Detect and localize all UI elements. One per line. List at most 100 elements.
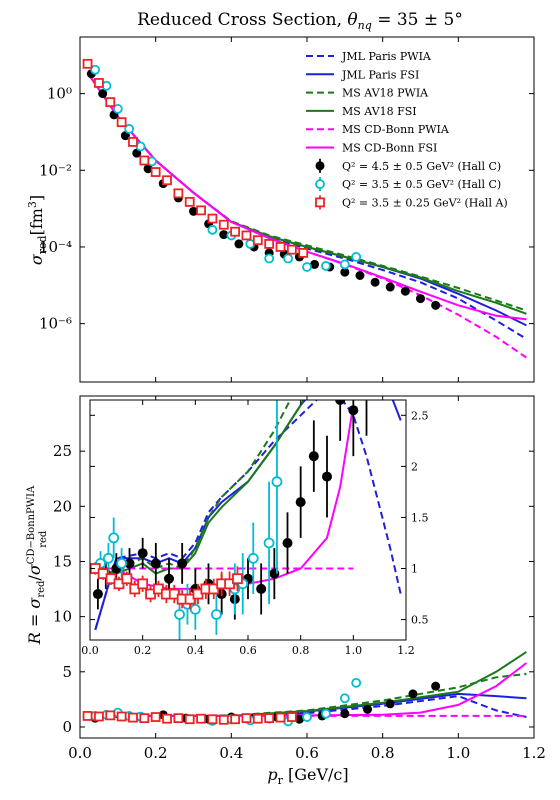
bottom-point (408, 689, 418, 699)
inset-point (295, 497, 306, 508)
top-series-q-3-5-0-5-gev-hall-c (90, 64, 362, 272)
bottom-x-tick-label: 0.8 (371, 744, 395, 762)
top-point (105, 97, 116, 108)
inset-point (137, 578, 149, 590)
bottom-point (207, 714, 218, 725)
legend-label: MS AV18 FSI (342, 105, 417, 118)
inset-point (210, 609, 222, 620)
top-point (370, 277, 380, 287)
top-point (98, 89, 108, 99)
inset-point (256, 583, 267, 594)
legend-entry-ms-cd-bonn-fsi: MS CD-Bonn FSI (306, 142, 437, 155)
bottom-point (105, 710, 116, 721)
inset-y-tick-label: 1.5 (411, 511, 429, 524)
inset-panel: 0.0 0.2 0.4 0.6 0.8 1.0 1.2 0.5 1 1.5 2 2.5 (81, 399, 429, 657)
legend-marker (315, 197, 325, 208)
top-point (196, 205, 206, 216)
top-point (416, 294, 425, 304)
bottom-point (128, 712, 138, 723)
bottom-x-tick-label: 0.6 (295, 744, 319, 762)
top-y-axis-label: σred[fm3] (26, 195, 49, 265)
inset-point (103, 552, 114, 564)
inset-y-tick-label: 0.5 (411, 614, 429, 627)
top-curve-ms-cd-bonn-pwia (86, 72, 527, 359)
top-curve-ms-av18-fsi (86, 72, 527, 315)
legend-label: Q² = 3.5 ± 0.5 GeV² (Hall C) (342, 178, 501, 191)
legend-entry-ms-av18-fsi: MS AV18 FSI (306, 105, 417, 118)
inset-point (335, 400, 346, 405)
bottom-y-axis-label: R = σred/σCD−BonnPWIAred (25, 485, 49, 645)
legend-entry-jml-paris-pwia: JML Paris PWIA (306, 50, 432, 63)
bottom-point (116, 711, 127, 722)
bottom-point (286, 712, 297, 722)
bottom-point (302, 712, 312, 722)
bottom-panel: 0.0 0.2 0.4 0.6 0.8 1.0 1.2 0 5 10 15 20 25 (53, 395, 546, 762)
top-point (184, 196, 195, 207)
top-point (340, 267, 350, 277)
bottom-x-tick-label: 1.2 (522, 744, 546, 762)
top-point (339, 259, 350, 270)
top-point (302, 262, 312, 272)
top-point (286, 244, 297, 255)
legend-label: MS CD-Bonn FSI (342, 142, 437, 155)
inset-point (92, 589, 103, 600)
inset-series-q-3-5-0-25-gev-hall-a (90, 562, 243, 610)
bottom-point (321, 708, 331, 719)
top-y-tick-label: 10⁻² (39, 161, 72, 179)
top-point (207, 224, 218, 235)
chart-title: Reduced Cross Section, θnq = 35 ± 5° (137, 10, 463, 32)
top-y-tick-label: 10⁻⁴ (39, 238, 72, 256)
inset-x-tick-label: 1.2 (397, 644, 415, 657)
bottom-point (173, 713, 184, 724)
legend-label: MS CD-Bonn PWIA (342, 123, 450, 136)
legend-entry-q-3-5-0-5-gev-hall-c: Q² = 3.5 ± 0.5 GeV² (Hall C) (315, 177, 501, 192)
top-point (207, 213, 218, 224)
top-point (385, 282, 395, 292)
top-y-tick-label: 10⁰ (47, 85, 72, 103)
legend-entry-ms-cd-bonn-pwia: MS CD-Bonn PWIA (306, 123, 450, 136)
bottom-y-tick-label: 5 (62, 663, 72, 681)
top-point (252, 235, 263, 246)
legend-label: JML Paris FSI (341, 68, 419, 81)
legend-label: Q² = 4.5 ± 0.5 GeV² (Hall C) (342, 160, 501, 173)
inset-y-tick-label: 2.5 (411, 409, 429, 422)
inset-point (322, 471, 332, 482)
top-point (128, 137, 138, 147)
top-point (230, 226, 241, 237)
inset-background (90, 400, 406, 640)
bottom-point (94, 711, 104, 722)
bottom-point (351, 677, 362, 688)
bottom-y-tick-label: 25 (53, 442, 72, 460)
top-point (94, 78, 104, 88)
bottom-point (385, 699, 395, 709)
legend-entry-jml-paris-fsi: JML Paris FSI (306, 68, 419, 81)
inset-point (232, 573, 243, 585)
top-point (275, 242, 286, 252)
inset-point (164, 573, 174, 584)
bottom-point (294, 714, 304, 724)
legend: JML Paris PWIA JML Paris FSI MS AV18 PWIA M… (306, 50, 508, 210)
bottom-series-q-3-5-0-25-gev-hall-a (82, 710, 297, 725)
top-point (431, 300, 441, 310)
top-frame (79, 36, 535, 383)
legend-entry-ms-av18-pwia: MS AV18 PWIA (306, 87, 429, 100)
top-point (283, 253, 293, 264)
inset-point (108, 532, 120, 544)
bottom-point (162, 713, 172, 724)
bottom-x-tick-label: 0.0 (68, 744, 92, 762)
bottom-curve-ms-av18-fsi (87, 651, 527, 717)
top-point (400, 286, 410, 296)
inset-x-tick-label: 1.0 (345, 644, 363, 657)
legend-label: MS AV18 PWIA (342, 87, 429, 100)
inset-point (174, 609, 185, 620)
bottom-point (139, 713, 150, 724)
legend-entry-q-4-5-0-5-gev-hall-c: Q² = 4.5 ± 0.5 GeV² (Hall C) (315, 158, 501, 173)
legend-entry-q-3-5-0-25-gev-hall-a: Q² = 3.5 ± 0.25 GeV² (Hall A) (315, 195, 508, 210)
top-point (310, 259, 320, 269)
legend-marker (315, 179, 325, 190)
inset-point (177, 558, 188, 569)
inset-y-tick-label: 2 (411, 460, 418, 473)
bottom-point (264, 713, 275, 724)
bottom-point (275, 712, 286, 723)
